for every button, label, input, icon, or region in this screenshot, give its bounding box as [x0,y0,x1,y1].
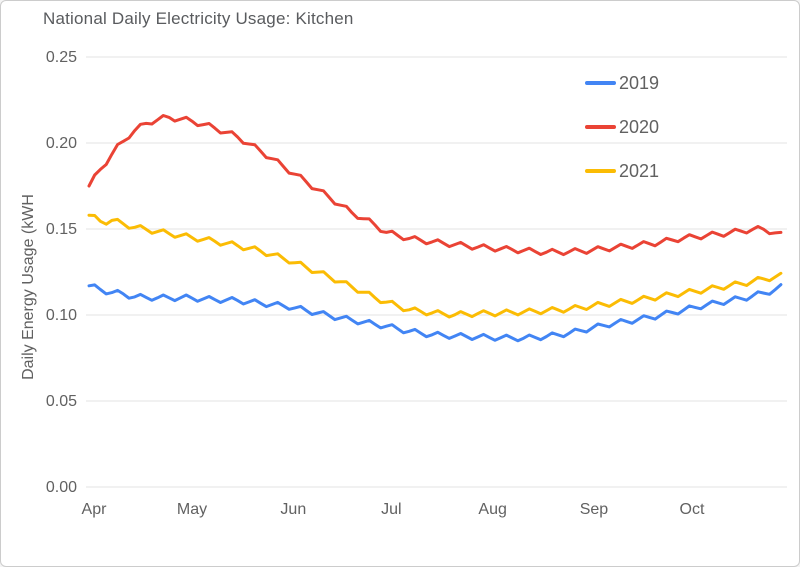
series-line-2021 [87,213,783,319]
legend-label: 2021 [619,161,660,181]
legend-item-2019: 2019 [585,72,659,94]
x-tick-label-apr: Apr [82,501,108,518]
y-tick-label: 0.00 [46,479,77,496]
y-tick-label: 0.10 [46,307,77,324]
y-tick-label: 0.05 [46,393,77,410]
legend-label: 2020 [619,117,660,137]
x-tick-label-sep: Sep [580,501,609,518]
y-tick-label: 0.25 [46,49,77,66]
y-axis-title: Daily Energy Usage (kWH [20,194,37,380]
series-line-2019 [87,283,783,343]
chart-title: National Daily Electricity Usage: Kitche… [43,9,354,28]
legend: 2019 2020 2021 [585,72,659,204]
x-tick-label-may: May [177,501,207,518]
series-line-2020 [87,114,783,257]
x-tick-label-jul: Jul [381,501,401,518]
x-tick-label-jun: Jun [280,501,306,518]
legend-item-2021: 2021 [585,160,659,182]
x-tick-label-aug: Aug [478,501,506,518]
legend-swatch-2020 [585,125,616,129]
legend-swatch-2019 [585,81,616,85]
legend-swatch-2021 [585,169,616,173]
legend-item-2020: 2020 [585,116,659,138]
y-tick-label: 0.20 [46,135,77,152]
x-tick-label-oct: Oct [680,501,705,518]
y-tick-label: 0.15 [46,221,77,238]
legend-label: 2019 [619,73,660,93]
